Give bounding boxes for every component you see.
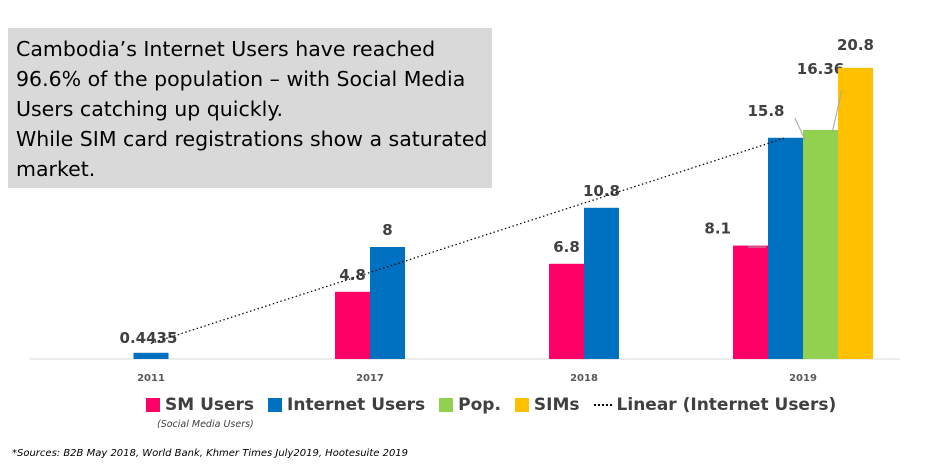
legend: SM Users Internet Users Pop. SIMs Linear… xyxy=(146,392,850,418)
callout-line: 96.6% of the population – with Social Me… xyxy=(16,67,466,91)
data-label: 10.8 xyxy=(583,182,620,200)
x-tick-label: 2019 xyxy=(789,373,817,384)
legend-item-sm-users: SM Users xyxy=(146,395,254,415)
data-label: 15.8 xyxy=(747,102,784,120)
trendline xyxy=(150,137,786,344)
legend-label: Pop. xyxy=(458,395,501,415)
callout-line: While SIM card registrations show a satu… xyxy=(16,127,488,151)
bar-internet-users xyxy=(133,352,169,359)
legend-label: Linear (Internet Users) xyxy=(616,395,837,415)
data-label: 0.4435 xyxy=(120,329,178,347)
leader-line xyxy=(831,89,843,134)
legend-swatch-sims xyxy=(514,398,529,412)
bar-sm-users xyxy=(733,245,768,359)
bar-internet-users xyxy=(584,207,619,359)
legend-swatch-pop xyxy=(439,398,454,412)
source-note: *Sources: B2B May 2018, World Bank, Khme… xyxy=(12,448,409,459)
data-label: 8.1 xyxy=(704,220,731,238)
x-tick-label: 2018 xyxy=(570,373,598,384)
legend-swatch-trendline xyxy=(593,404,612,406)
bar-pop- xyxy=(803,129,838,359)
leader-line xyxy=(794,117,806,141)
legend-item-trendline: Linear (Internet Users) xyxy=(593,395,837,415)
data-label: 20.8 xyxy=(837,36,874,54)
callout-box: Cambodia’s Internet Users have reached 9… xyxy=(8,28,492,188)
legend-item-sims: SIMs xyxy=(514,395,580,415)
legend-item-internet-users: Internet Users xyxy=(268,395,425,415)
callout-line: market. xyxy=(16,157,96,181)
data-label: 8 xyxy=(382,221,392,239)
legend-label: SM Users xyxy=(165,395,255,415)
data-label: 16.36 xyxy=(797,60,844,78)
legend-label: Internet Users xyxy=(287,395,426,415)
callout-line: Users catching up quickly. xyxy=(16,97,284,121)
legend-note: (Social Media Users) xyxy=(157,419,254,430)
bar-sm-users xyxy=(335,291,370,359)
bar-sm-users xyxy=(549,263,584,359)
x-tick-label: 2017 xyxy=(356,373,384,384)
x-tick-label: 2011 xyxy=(137,373,165,384)
data-label: 4.8 xyxy=(339,266,366,284)
legend-label: SIMs xyxy=(533,395,580,415)
legend-swatch-sm-users xyxy=(146,398,160,412)
bar-sims xyxy=(838,67,873,360)
data-label: 6.8 xyxy=(553,238,580,256)
legend-swatch-internet-users xyxy=(268,398,283,412)
bar-internet-users xyxy=(370,247,405,359)
bar-internet-users xyxy=(768,137,803,359)
callout-line: Cambodia’s Internet Users have reached xyxy=(16,37,436,61)
legend-item-pop: Pop. xyxy=(439,395,501,415)
